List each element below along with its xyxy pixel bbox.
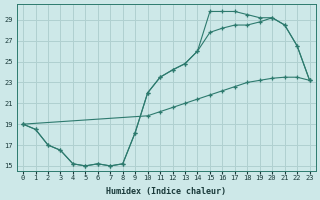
X-axis label: Humidex (Indice chaleur): Humidex (Indice chaleur) — [106, 187, 226, 196]
